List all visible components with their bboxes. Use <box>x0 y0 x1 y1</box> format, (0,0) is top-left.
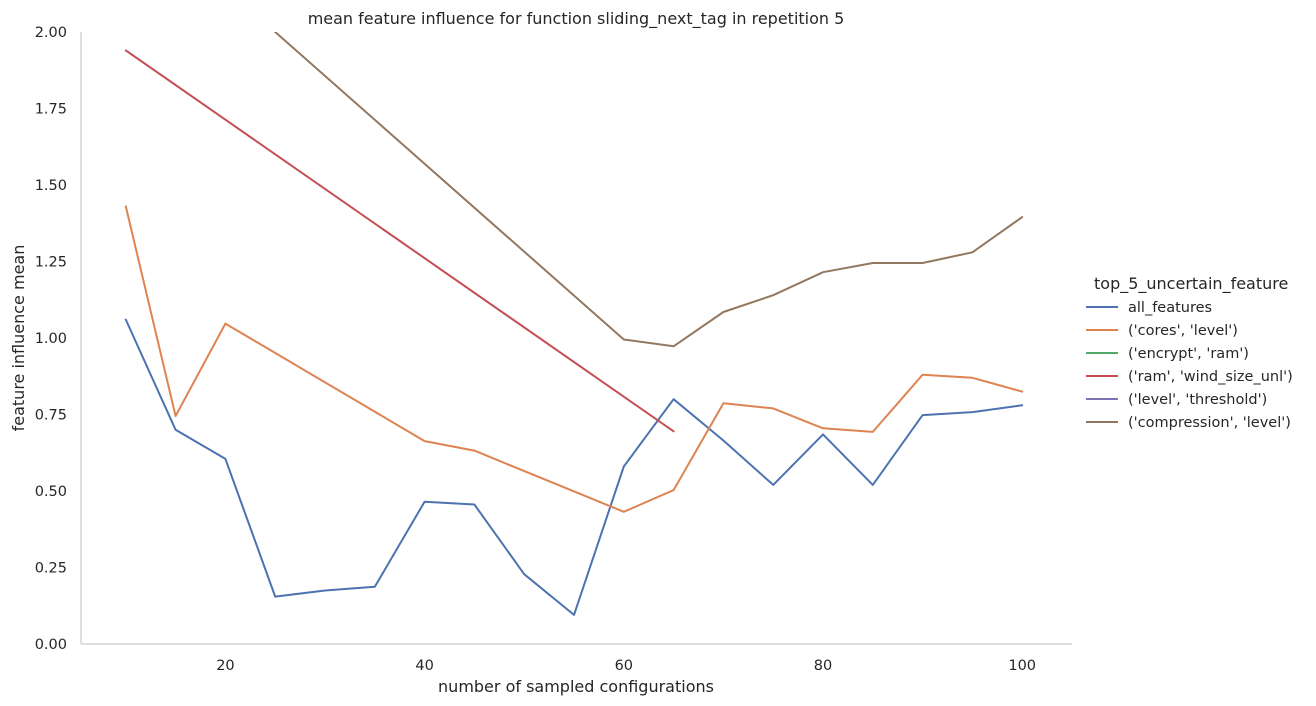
y-tick-label: 0.75 <box>35 408 67 424</box>
chart-title: mean feature influence for function slid… <box>308 9 845 29</box>
y-tick-label: 1.75 <box>35 102 67 118</box>
x-tick-label: 100 <box>1008 658 1036 674</box>
legend-entry-label: ('cores', 'level') <box>1128 323 1238 339</box>
y-tick-label: 0.50 <box>35 484 67 500</box>
legend: top_5_uncertain_feature all_features ('co… <box>1086 274 1293 431</box>
legend-entry-label: ('encrypt', 'ram') <box>1128 346 1249 362</box>
y-ticks: 0.00 0.25 0.50 0.75 1.00 1.25 1.50 1.75 2.00 <box>35 25 67 653</box>
axes <box>80 32 1072 645</box>
series-line-1 <box>124 205 1024 513</box>
series-lines <box>124 32 1024 616</box>
y-tick-label: 0.00 <box>35 637 67 653</box>
y-tick-label: 1.00 <box>35 331 67 347</box>
legend-entry-label: ('compression', 'level') <box>1128 415 1291 431</box>
x-axis-label: number of sampled configurations <box>438 677 714 696</box>
x-tick-label: 20 <box>216 658 234 674</box>
legend-title: top_5_uncertain_feature <box>1094 274 1288 294</box>
x-tick-label: 80 <box>814 658 832 674</box>
y-tick-label: 1.50 <box>35 178 67 194</box>
legend-entry-label: ('ram', 'wind_size_unl') <box>1128 369 1293 385</box>
series-line-3 <box>124 49 675 433</box>
x-tick-label: 60 <box>615 658 633 674</box>
y-axis-label: feature influence mean <box>9 245 28 432</box>
series-line-5 <box>274 32 1024 348</box>
legend-entry-label: all_features <box>1128 300 1212 316</box>
x-tick-label: 40 <box>415 658 433 674</box>
series-line-0 <box>124 318 1024 616</box>
y-tick-label: 0.25 <box>35 561 67 577</box>
legend-entry-label: ('level', 'threshold') <box>1128 392 1267 408</box>
y-tick-label: 1.25 <box>35 255 67 271</box>
x-ticks: 20 40 60 80 100 <box>216 658 1036 674</box>
y-tick-label: 2.00 <box>35 25 67 41</box>
